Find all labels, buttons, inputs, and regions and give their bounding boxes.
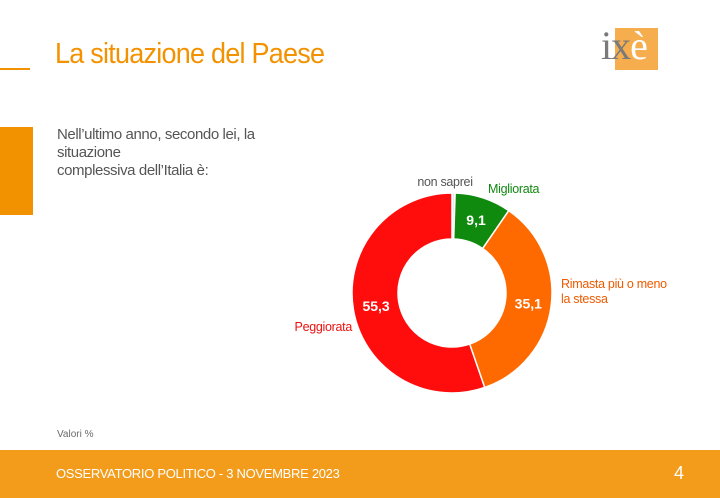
survey-question: Nell’ultimo anno, secondo lei, la situaz… [57,126,317,180]
value-label-migliorata: 9,1 [466,212,486,228]
page-number: 4 [674,463,685,483]
slice-rimasta-piu-o-meno-la-stessa [468,209,553,389]
category-label-rimasta-piu-o-meno-la-stessa: Rimasta più o meno la stessa [561,277,667,306]
value-label-rimasta-piu-o-meno-la-stessa: 35,1 [515,295,542,311]
footer-bar: OSSERVATORIO POLITICO - 3 NOVEMBRE 2023 … [0,450,720,498]
category-label-peggiorata: Peggiorata [295,320,353,334]
logo-accent: è [630,23,648,68]
logo-text: ixè [601,22,648,70]
logo-base: ix [601,23,631,68]
question-line-1: Nell’ultimo anno, secondo lei, la situaz… [57,126,255,161]
title-accent-line [0,68,30,70]
page-title: La situazione del Paese [55,38,325,70]
slice-peggiorata [351,192,486,394]
question-line-2: complessiva dell’Italia è: [57,162,209,179]
values-footnote: Valori % [57,429,94,440]
ixe-logo: ixè [599,22,661,72]
category-label-migliorata: Migliorata [488,182,540,196]
value-label-peggiorata: 55,3 [362,298,389,314]
logo-background [615,28,658,70]
category-label-non-saprei: non saprei [417,175,472,189]
footer-title: OSSERVATORIO POLITICO - 3 NOVEMBRE 2023 [56,466,340,481]
side-accent-block [0,127,33,215]
